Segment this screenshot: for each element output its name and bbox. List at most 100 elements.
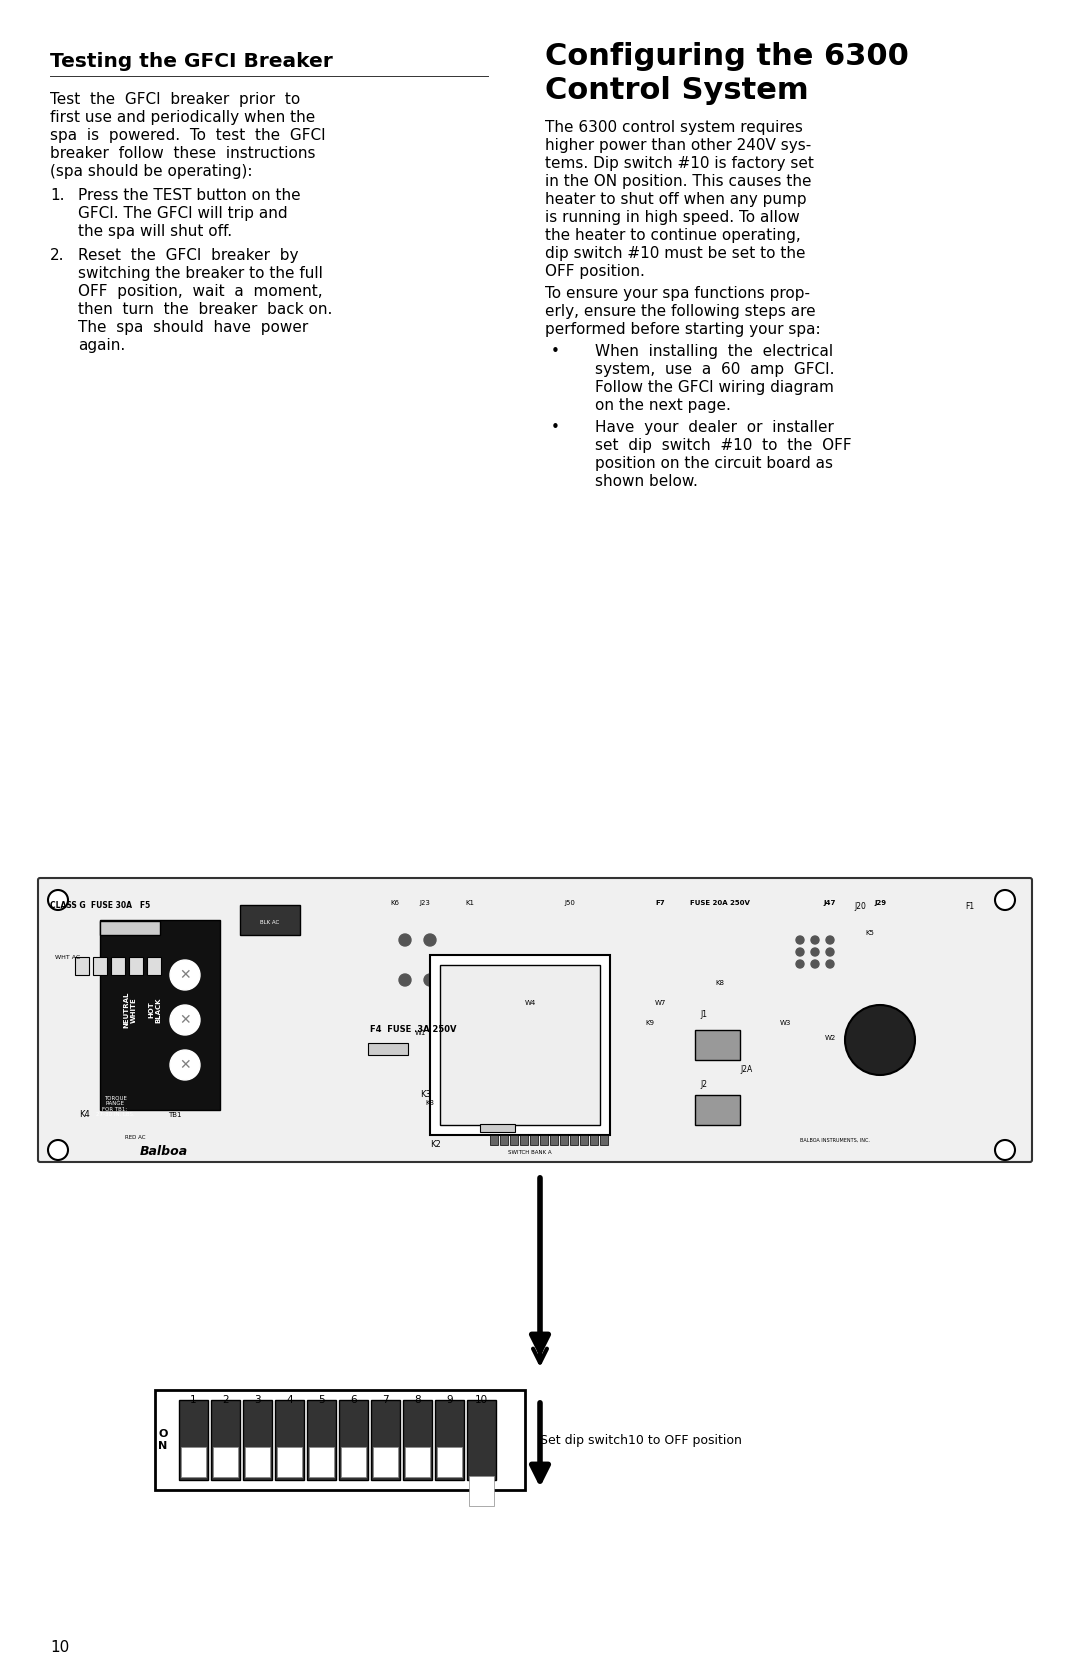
Text: 4: 4	[286, 1395, 293, 1405]
Circle shape	[811, 936, 819, 945]
Text: is running in high speed. To allow: is running in high speed. To allow	[545, 210, 800, 225]
Text: 7: 7	[382, 1395, 389, 1405]
Text: Follow the GFCI wiring diagram: Follow the GFCI wiring diagram	[595, 381, 834, 396]
Text: WHT AC: WHT AC	[55, 955, 80, 960]
Text: SWITCH BANK A: SWITCH BANK A	[509, 1150, 552, 1155]
Circle shape	[48, 1140, 68, 1160]
Circle shape	[796, 936, 804, 945]
Text: J47: J47	[824, 900, 836, 906]
Bar	[469, 1475, 494, 1505]
Bar	[490, 1135, 498, 1145]
Bar	[179, 1400, 208, 1480]
Bar	[405, 1447, 430, 1477]
Text: K3: K3	[420, 1090, 431, 1098]
Bar	[500, 1135, 508, 1145]
Bar	[590, 1135, 598, 1145]
Text: first use and periodically when the: first use and periodically when the	[50, 110, 315, 125]
Text: position on the circuit board as: position on the circuit board as	[595, 456, 833, 471]
Text: 1.: 1.	[50, 189, 65, 204]
Text: •: •	[551, 421, 559, 436]
Bar	[435, 1400, 464, 1480]
Text: Configuring the 6300: Configuring the 6300	[545, 42, 909, 72]
Bar	[550, 1135, 558, 1145]
Bar	[600, 1135, 608, 1145]
Text: erly, ensure the following steps are: erly, ensure the following steps are	[545, 304, 815, 319]
Circle shape	[170, 1005, 200, 1035]
Text: Control System: Control System	[545, 77, 809, 105]
Circle shape	[424, 975, 436, 986]
Circle shape	[826, 960, 834, 968]
Text: TB1: TB1	[168, 1112, 181, 1118]
Text: F7: F7	[656, 900, 665, 906]
Text: 6: 6	[350, 1395, 356, 1405]
Text: W4: W4	[525, 1000, 536, 1006]
Bar	[437, 1447, 462, 1477]
Bar	[530, 1135, 538, 1145]
Text: K4: K4	[80, 1110, 91, 1118]
Text: J2: J2	[700, 1080, 707, 1088]
Text: ✕: ✕	[179, 1058, 191, 1071]
Text: in the ON position. This causes the: in the ON position. This causes the	[545, 174, 811, 189]
Text: tems. Dip switch #10 is factory set: tems. Dip switch #10 is factory set	[545, 155, 814, 170]
Bar	[243, 1400, 272, 1480]
Text: 2.: 2.	[50, 249, 65, 264]
Text: 8: 8	[415, 1395, 421, 1405]
Bar	[307, 1400, 336, 1480]
Text: J23: J23	[419, 900, 431, 906]
Bar	[93, 956, 107, 975]
Bar	[480, 1123, 515, 1132]
Text: NEUTRAL
WHITE: NEUTRAL WHITE	[123, 991, 136, 1028]
Bar	[570, 1135, 578, 1145]
Circle shape	[995, 1140, 1015, 1160]
Text: spa  is  powered.  To  test  the  GFCI: spa is powered. To test the GFCI	[50, 129, 326, 144]
Circle shape	[48, 890, 68, 910]
Bar	[156, 1390, 525, 1490]
Text: ✕: ✕	[179, 1013, 191, 1026]
Text: K6: K6	[391, 900, 400, 906]
Text: When  installing  the  electrical: When installing the electrical	[595, 344, 833, 359]
Bar	[561, 1135, 568, 1145]
Circle shape	[845, 1005, 915, 1075]
Text: 9: 9	[446, 1395, 453, 1405]
Circle shape	[796, 948, 804, 956]
Bar	[580, 1135, 588, 1145]
Bar	[339, 1400, 368, 1480]
Circle shape	[170, 960, 200, 990]
Text: To ensure your spa functions prop-: To ensure your spa functions prop-	[545, 285, 810, 300]
Bar	[430, 955, 610, 1135]
Bar	[368, 1043, 408, 1055]
Text: then  turn  the  breaker  back on.: then turn the breaker back on.	[78, 302, 333, 317]
Bar	[181, 1447, 206, 1477]
Text: BALBOA INSTRUMENTS, INC.: BALBOA INSTRUMENTS, INC.	[800, 1138, 869, 1143]
Text: K3: K3	[426, 1100, 434, 1107]
Text: set  dip  switch  #10  to  the  OFF: set dip switch #10 to the OFF	[595, 437, 852, 452]
FancyBboxPatch shape	[38, 878, 1032, 1162]
Text: 2: 2	[222, 1395, 229, 1405]
Text: RED AC: RED AC	[125, 1135, 145, 1140]
Circle shape	[399, 935, 411, 946]
Bar	[540, 1135, 548, 1145]
Text: The 6300 control system requires: The 6300 control system requires	[545, 120, 802, 135]
Text: K9: K9	[646, 1020, 654, 1026]
Text: J29: J29	[874, 900, 886, 906]
Bar	[240, 905, 300, 935]
Circle shape	[826, 936, 834, 945]
Circle shape	[826, 948, 834, 956]
Text: the spa will shut off.: the spa will shut off.	[78, 224, 232, 239]
Text: system,  use  a  60  amp  GFCI.: system, use a 60 amp GFCI.	[595, 362, 835, 377]
Text: 1: 1	[190, 1395, 197, 1405]
Text: 10: 10	[50, 1641, 69, 1656]
Circle shape	[811, 960, 819, 968]
Bar	[75, 956, 89, 975]
Bar	[100, 920, 220, 1110]
Text: again.: again.	[78, 339, 125, 354]
Circle shape	[170, 1050, 200, 1080]
Text: W2: W2	[824, 1035, 836, 1041]
Text: Testing the GFCI Breaker: Testing the GFCI Breaker	[50, 52, 333, 72]
Text: K1: K1	[465, 900, 474, 906]
Text: Have  your  dealer  or  installer: Have your dealer or installer	[595, 421, 834, 436]
Circle shape	[995, 890, 1015, 910]
Bar	[372, 1400, 400, 1480]
Text: Reset  the  GFCI  breaker  by: Reset the GFCI breaker by	[78, 249, 298, 264]
Text: OFF  position,  wait  a  moment,: OFF position, wait a moment,	[78, 284, 323, 299]
